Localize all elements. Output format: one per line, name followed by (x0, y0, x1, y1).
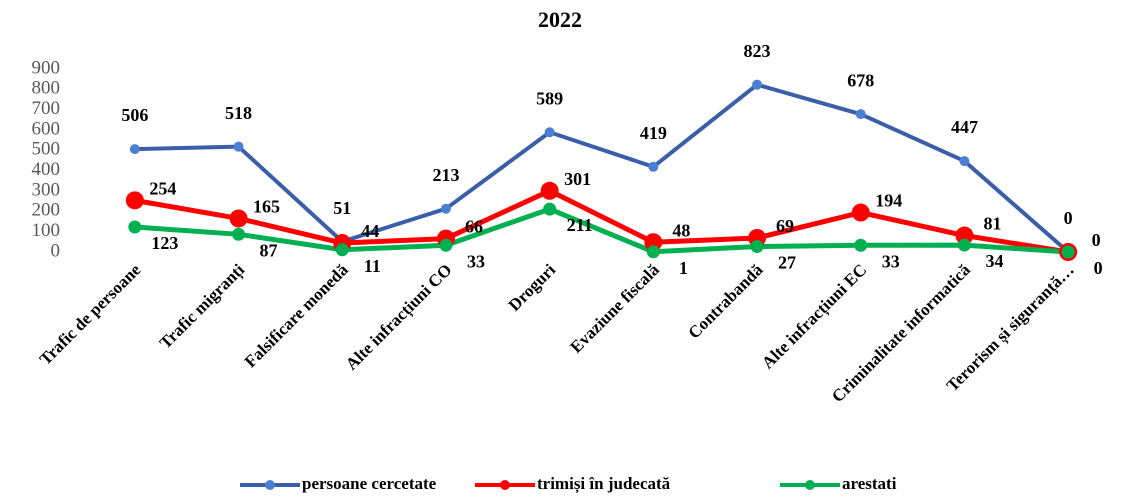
point (854, 238, 868, 252)
point (439, 238, 453, 252)
y-tick-label: 300 (32, 179, 61, 200)
x-tick-label: Contrabandă (684, 260, 767, 343)
data-label: 194 (875, 191, 902, 211)
series-line (134, 82, 1070, 254)
point (959, 156, 970, 167)
data-label: 0 (1064, 208, 1073, 228)
x-tick-label: Alte infracțiuni CO (342, 260, 456, 374)
y-tick-label: 700 (32, 98, 61, 119)
y-tick-label: 400 (32, 159, 61, 180)
data-label: 0 (1092, 230, 1101, 250)
data-label: 506 (121, 105, 148, 125)
data-label: 419 (640, 123, 667, 143)
y-tick-label: 200 (32, 200, 61, 221)
legend-marker (805, 480, 815, 490)
point (229, 209, 248, 228)
point (440, 203, 451, 214)
point (540, 181, 559, 200)
series-line (134, 206, 1069, 255)
point (129, 144, 140, 155)
data-label: 447 (951, 117, 978, 137)
data-label: 823 (744, 41, 771, 61)
legend-label: trimiși în judecată (537, 474, 671, 494)
chart-title: 2022 (538, 7, 582, 32)
point (851, 203, 870, 222)
x-tick-label: Trafic migranți (156, 260, 249, 353)
point (128, 220, 142, 234)
point (855, 109, 866, 120)
point (957, 238, 971, 252)
data-label: 254 (149, 178, 176, 198)
y-tick-label: 500 (32, 139, 61, 160)
point (644, 233, 663, 252)
point (233, 141, 244, 152)
y-tick-label: 0 (51, 240, 61, 261)
x-tick-label: Falsificare monedă (241, 260, 352, 371)
point (750, 240, 764, 254)
data-label: 27 (778, 253, 796, 273)
y-tick-label: 900 (32, 57, 61, 78)
point (232, 227, 246, 241)
data-label: 123 (151, 233, 178, 253)
data-label: 87 (260, 240, 278, 260)
point (335, 243, 349, 257)
y-tick-label: 100 (32, 220, 61, 241)
x-tick-label: Evaziune fiscală (566, 260, 663, 357)
data-label: 518 (225, 103, 252, 123)
x-tick-label: Alte infracțiuni EC (758, 260, 871, 373)
y-tick-label: 800 (32, 78, 61, 99)
legend: persoane cercetate trimiși în judecată are… (240, 474, 897, 494)
x-tick-label: Droguri (505, 260, 560, 315)
data-label: 301 (564, 169, 591, 189)
point (125, 191, 144, 210)
data-label: 678 (847, 70, 874, 90)
data-label: 211 (567, 215, 593, 235)
data-label: 11 (364, 256, 381, 276)
data-label: 81 (983, 214, 1001, 234)
legend-label: persoane cercetate (302, 474, 437, 493)
point (752, 79, 763, 90)
data-label: 69 (776, 216, 794, 236)
x-tick-label: Trafic de persoane (36, 260, 145, 369)
legend-label: arestati (842, 474, 897, 493)
data-label: 0 (1094, 258, 1103, 278)
point (543, 202, 557, 216)
legend-marker (265, 480, 275, 490)
data-label: 165 (253, 197, 280, 217)
point (1061, 245, 1075, 259)
point (646, 245, 660, 259)
data-label: 33 (467, 251, 485, 271)
data-label: 51 (333, 198, 351, 218)
data-label: 48 (672, 220, 690, 240)
data-label: 1 (679, 258, 688, 278)
data-label: 213 (432, 165, 459, 185)
data-label: 44 (361, 221, 379, 241)
data-label: 589 (536, 88, 563, 108)
legend-marker (500, 480, 510, 490)
series-line (134, 188, 1069, 255)
data-label: 33 (882, 251, 900, 271)
point (648, 161, 659, 172)
y-tick-label: 600 (32, 118, 61, 139)
data-label: 34 (985, 251, 1003, 271)
point (955, 226, 974, 245)
data-label: 66 (465, 217, 483, 237)
point (544, 127, 555, 138)
